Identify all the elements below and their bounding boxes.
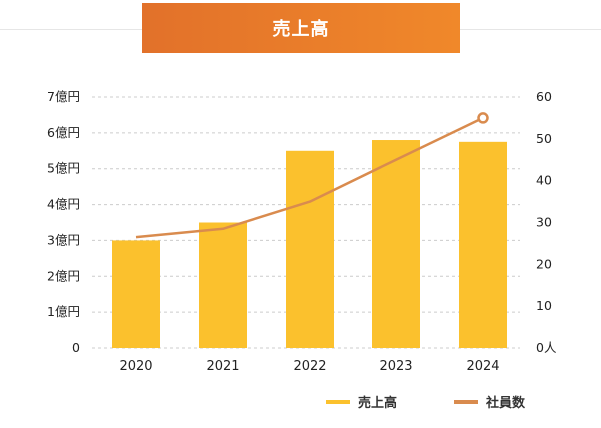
y-left-tick-label: 5億円 [47,161,80,176]
y-left-tick-label: 2億円 [47,268,80,283]
right-axis: 0人 10 20 30 40 50 60 [536,89,557,355]
x-axis: 2020 2021 2022 2023 2024 [119,359,499,374]
bar [112,240,160,348]
bar [286,150,334,348]
x-tick-label: 2020 [119,359,152,374]
legend-item-employees: 社員数 [454,392,525,411]
bar-series [112,140,507,348]
line-end-point [477,112,489,124]
x-tick-label: 2023 [379,359,412,374]
legend-label-employees: 社員数 [486,396,526,411]
y-left-tick-label: 1億円 [47,304,80,319]
bar [459,141,507,348]
chart-title: 売上高 [272,19,330,40]
grid-lines [92,96,520,349]
legend-label-sales: 売上高 [358,396,398,411]
y-right-tick-label: 0人 [536,340,557,355]
y-left-tick-label: 4億円 [47,197,80,212]
left-axis: 0 1億円 2億円 3億円 4億円 5億円 6億円 7億円 [47,89,80,355]
legend-item-sales: 売上高 [326,392,397,411]
y-left-tick-label: 0 [72,340,80,355]
legend-swatch-line [454,399,478,404]
y-right-tick-label: 40 [536,173,552,188]
x-tick-label: 2022 [293,359,326,374]
y-right-tick-label: 60 [536,89,552,104]
y-left-tick-label: 3億円 [47,232,80,247]
legend-swatch-bar [326,399,350,404]
y-right-tick-label: 10 [536,298,552,313]
bar [372,140,420,348]
x-tick-label: 2021 [206,359,239,374]
employee-line [135,116,484,239]
y-left-tick-label: 7億円 [47,89,80,104]
bar [199,222,247,348]
y-right-tick-label: 50 [536,131,552,146]
y-left-tick-label: 6億円 [47,125,80,140]
line-series [135,112,489,239]
y-right-tick-label: 30 [536,215,552,230]
y-right-tick-label: 20 [536,256,552,271]
title-banner: 売上高 [142,3,460,53]
x-tick-label: 2024 [466,359,499,374]
